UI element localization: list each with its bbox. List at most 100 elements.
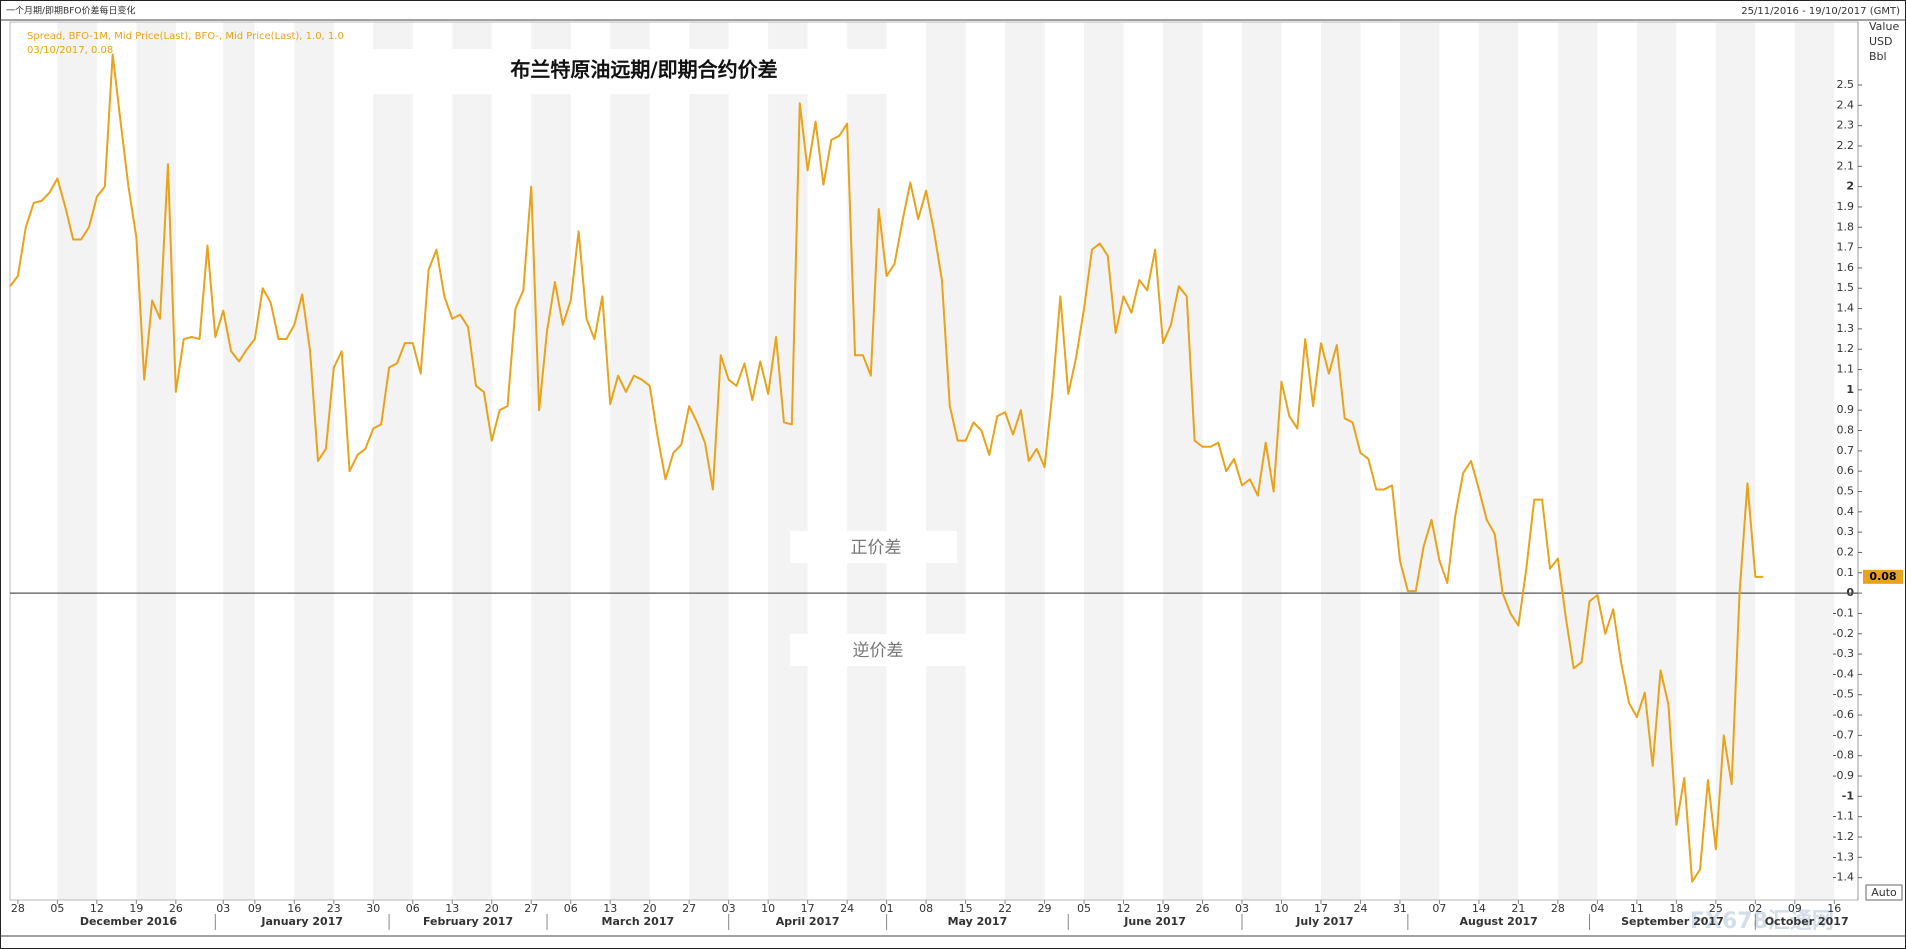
x-tick-label: 27	[682, 902, 696, 915]
week-band	[1557, 22, 1598, 900]
x-tick-label: 09	[1788, 902, 1802, 915]
week-band	[294, 22, 334, 900]
x-tick-label: 02	[1748, 902, 1762, 915]
y-tick-label: 1.3	[1837, 322, 1855, 335]
week-band	[1005, 22, 1045, 900]
annotation-box	[790, 634, 966, 666]
x-tick-label: 30	[366, 902, 380, 915]
week-band	[1636, 22, 1677, 900]
week-band	[1084, 22, 1124, 900]
y-tick-label: 0.5	[1837, 484, 1855, 497]
x-tick-label: 06	[406, 902, 420, 915]
month-label: August 2017	[1460, 915, 1538, 928]
y-tick-label: -1.2	[1833, 830, 1854, 843]
x-tick-label: 10	[761, 902, 775, 915]
x-tick-label: 23	[327, 902, 341, 915]
x-tick-label: 20	[643, 902, 657, 915]
x-tick-label: 26	[1196, 902, 1210, 915]
x-tick-label: 16	[1827, 902, 1841, 915]
y-tick-label: 1.5	[1837, 281, 1855, 294]
y-axis-label: Value	[1869, 20, 1899, 33]
y-tick-label: 0.6	[1837, 464, 1855, 477]
y-tick-label: 0.1	[1837, 566, 1855, 579]
x-tick-label: 03	[722, 902, 736, 915]
annotation: 正价差	[851, 538, 902, 558]
week-band	[768, 22, 808, 900]
week-band	[373, 22, 413, 900]
y-tick-label: -0.9	[1833, 769, 1854, 782]
x-tick-label: 20	[485, 902, 499, 915]
y-tick-label: -0.7	[1833, 728, 1854, 741]
x-tick-label: 06	[564, 902, 578, 915]
y-tick-label: 1.2	[1837, 342, 1855, 355]
week-band	[926, 22, 966, 900]
x-tick-label: 05	[1077, 902, 1091, 915]
y-tick-label: 0.7	[1837, 444, 1855, 457]
y-tick-label: 0.3	[1837, 525, 1855, 538]
month-label: April 2017	[776, 915, 840, 928]
y-tick-label: -1.1	[1833, 810, 1854, 823]
y-tick-label: 1.6	[1837, 261, 1855, 274]
y-tick-label: -0.6	[1833, 708, 1854, 721]
y-tick-label: 1.9	[1837, 200, 1855, 213]
x-tick-label: 05	[50, 902, 64, 915]
x-tick-label: 22	[998, 902, 1012, 915]
y-tick-label: 1.7	[1837, 241, 1855, 254]
x-tick-label: 19	[1156, 902, 1170, 915]
month-label: July 2017	[1295, 915, 1353, 928]
x-tick-label: 21	[1511, 902, 1525, 915]
watermark: FX678汇通网	[1690, 909, 1834, 934]
y-tick-label: 0.9	[1837, 403, 1855, 416]
x-tick-label: 01	[880, 902, 894, 915]
week-band	[531, 22, 571, 900]
y-tick-label: -0.2	[1833, 627, 1854, 640]
x-tick-label: 16	[287, 902, 301, 915]
x-tick-label: 03	[216, 902, 230, 915]
x-tick-label: 09	[248, 902, 262, 915]
x-tick-label: 27	[524, 902, 538, 915]
month-label: June 2017	[1123, 915, 1186, 928]
x-tick-label: 25	[1709, 902, 1723, 915]
y-tick-label: 2.1	[1837, 159, 1855, 172]
y-tick-label: -0.1	[1833, 606, 1854, 619]
title-box	[359, 49, 900, 94]
y-tick-label: 2.4	[1837, 98, 1855, 111]
x-tick-label: 19	[129, 902, 143, 915]
x-tick-label: 31	[1393, 902, 1407, 915]
week-band	[847, 22, 887, 900]
last-value-box	[1863, 569, 1903, 584]
x-tick-label: 12	[90, 902, 104, 915]
x-tick-label: 08	[919, 902, 933, 915]
x-tick-label: 12	[1117, 902, 1131, 915]
x-tick-label: 24	[1353, 902, 1367, 915]
x-tick-label: 14	[1472, 902, 1486, 915]
x-tick-label: 28	[11, 902, 25, 915]
x-tick-label: 17	[1314, 902, 1328, 915]
week-band	[1320, 22, 1361, 900]
month-label: December 2016	[80, 915, 178, 928]
chart-title: 布兰特原油远期/即期合约价差	[510, 58, 777, 82]
month-label: January 2017	[260, 915, 343, 928]
y-tick-label: -0.5	[1833, 688, 1854, 701]
week-band	[610, 22, 650, 900]
y-tick-label: -0.3	[1833, 647, 1854, 660]
auto-button-label[interactable]: Auto	[1871, 886, 1897, 899]
week-band	[1163, 22, 1203, 900]
month-label: March 2017	[602, 915, 675, 928]
x-tick-label: 28	[1551, 902, 1565, 915]
x-tick-label: 26	[169, 902, 183, 915]
week-band	[1794, 22, 1835, 900]
y-tick-label: 2.3	[1837, 119, 1855, 132]
auto-button[interactable]	[1865, 884, 1903, 901]
y-tick-label: -1.4	[1833, 871, 1854, 884]
y-tick-label: 0.8	[1837, 424, 1855, 437]
annotation: 逆价差	[853, 641, 904, 661]
y-tick-label: 1	[1846, 383, 1854, 396]
last-value-label: 0.08	[1869, 570, 1896, 583]
data-line	[9, 53, 1764, 883]
x-tick-label: 07	[1432, 902, 1446, 915]
week-bands	[57, 22, 1835, 900]
x-tick-label: 18	[1669, 902, 1683, 915]
x-tick-label: 15	[959, 902, 973, 915]
